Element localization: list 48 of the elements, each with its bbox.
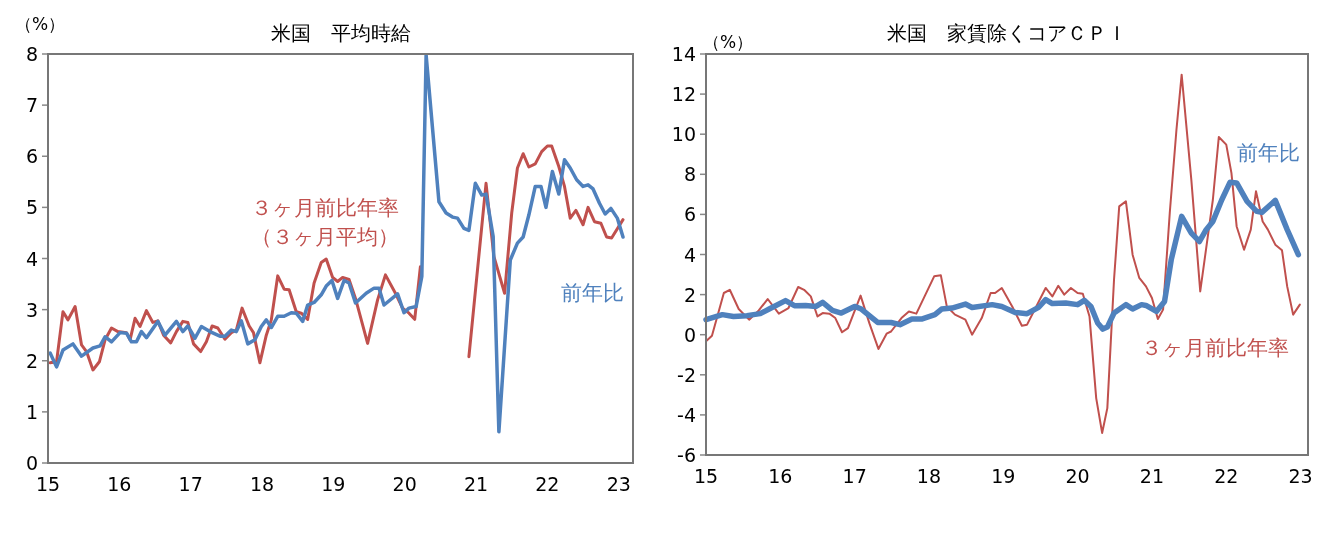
y-tick-label: 4 — [25, 247, 38, 270]
y-tick-label: 8 — [25, 43, 38, 65]
series-label: ３ヶ月前比年率 — [1141, 336, 1289, 360]
x-tick-label: 21 — [463, 473, 489, 495]
y-tick-label: 6 — [683, 203, 696, 226]
x-tick-label: 15 — [35, 473, 61, 495]
y-tick-label: 0 — [683, 323, 696, 346]
x-tick-label: 19 — [991, 465, 1016, 487]
x-tick-label: 17 — [178, 473, 203, 495]
y-tick-label: 12 — [671, 83, 696, 106]
y-tick-label: 7 — [25, 94, 38, 117]
y-tick-label: 8 — [683, 163, 696, 186]
x-tick-label: 22 — [1214, 465, 1239, 487]
series-label: 前年比 — [1236, 141, 1300, 165]
x-tick-label: 20 — [392, 473, 417, 495]
y-tick-label: 2 — [683, 283, 696, 306]
y-tick-label: 1 — [25, 400, 38, 423]
chart-title: 米国 平均時給 — [270, 21, 411, 45]
line-series — [705, 73, 1301, 434]
x-tick-label: 23 — [1288, 465, 1313, 487]
x-tick-label: 22 — [535, 473, 560, 495]
x-tick-label: 20 — [1065, 465, 1090, 487]
line-series — [48, 53, 625, 434]
chart-title: 米国 家賃除くコアＣＰＩ — [887, 21, 1127, 45]
series-label: ３ヶ月前比年率（３ヶ月平均） — [251, 196, 399, 249]
x-tick-label: 16 — [107, 473, 132, 495]
y-tick-label: 14 — [671, 43, 696, 65]
x-tick-label: 15 — [693, 465, 719, 487]
x-tick-label: 18 — [249, 473, 275, 495]
x-tick-label: 21 — [1139, 465, 1165, 487]
x-tick-label: 17 — [842, 465, 867, 487]
y-tick-label: 10 — [671, 123, 696, 146]
y-tick-label: -4 — [677, 403, 696, 426]
y-tick-label: 6 — [25, 145, 38, 168]
x-tick-label: 18 — [916, 465, 942, 487]
y-tick-label: 2 — [25, 349, 38, 372]
y-tick-label: 0 — [25, 452, 38, 474]
y-tick-label: 3 — [25, 298, 38, 321]
x-tick-label: 23 — [606, 473, 631, 495]
text: 前年比 — [560, 281, 624, 305]
x-tick-label: 16 — [768, 465, 793, 487]
y-tick-label: -6 — [677, 444, 696, 466]
x-tick-label: 19 — [321, 473, 346, 495]
y-axis-title: （%） — [14, 14, 66, 34]
y-tick-label: -2 — [677, 363, 696, 386]
y-tick-label: 4 — [683, 243, 696, 266]
y-axis-title: （%） — [702, 32, 754, 52]
y-tick-label: 5 — [25, 196, 38, 219]
